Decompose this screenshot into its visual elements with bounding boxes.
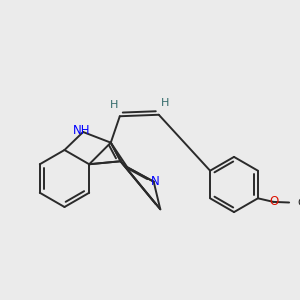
Text: H: H <box>161 98 170 108</box>
Text: H: H <box>110 100 118 110</box>
Text: N: N <box>151 175 160 188</box>
Text: O: O <box>269 195 278 208</box>
Text: CH₃: CH₃ <box>298 197 300 208</box>
Text: NH: NH <box>73 124 90 137</box>
